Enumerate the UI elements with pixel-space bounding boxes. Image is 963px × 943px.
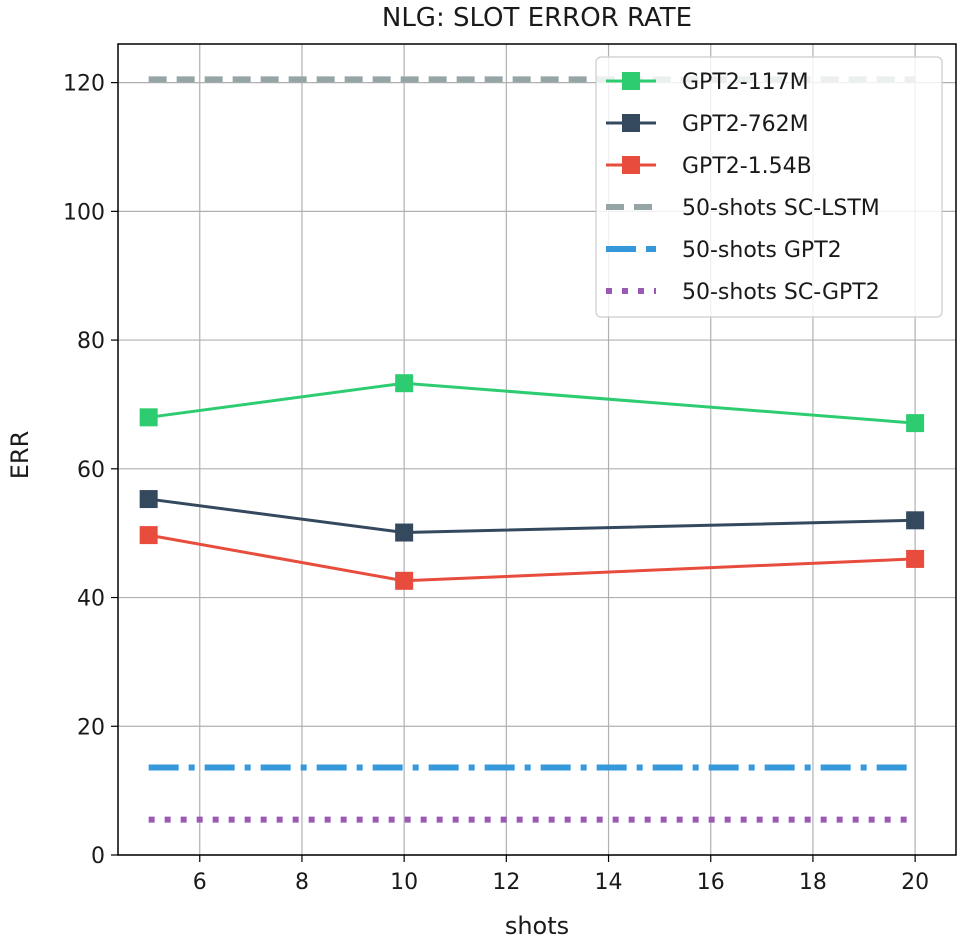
legend-item-gpt2-117m: GPT2-117M	[606, 70, 809, 95]
legend-item-gpt2-1-54b: GPT2-1.54B	[606, 154, 812, 179]
data-point-gpt2-1-54b	[139, 526, 158, 545]
legend-item-gpt2-762m: GPT2-762M	[606, 112, 809, 137]
data-point-gpt2-117m	[906, 414, 925, 433]
y-tick-label: 80	[77, 329, 105, 354]
y-tick-label: 120	[63, 72, 105, 97]
y-tick-label: 0	[91, 844, 105, 869]
legend-label: 50-shots SC-LSTM	[682, 196, 880, 221]
chart-title: NLG: SLOT ERROR RATE	[382, 3, 692, 33]
legend-label: 50-shots SC-GPT2	[682, 280, 880, 305]
x-tick-label: 18	[799, 870, 827, 895]
series-line-gpt2-1-54b	[148, 533, 916, 583]
series-gpt2-762m	[139, 490, 925, 542]
y-tick-label: 40	[77, 587, 105, 612]
x-tick-label: 12	[492, 870, 520, 895]
data-point-gpt2-1-54b	[395, 571, 414, 590]
legend-label: 50-shots GPT2	[682, 238, 842, 263]
y-axis-label: ERR	[6, 431, 34, 480]
series-line-gpt2-762m	[148, 497, 916, 535]
axis-ticks: 6 8 10 12 14 16 18 20 0 20 40 60 80 100 120	[63, 72, 929, 895]
y-tick-label: 20	[77, 715, 105, 740]
legend-marker	[622, 156, 640, 174]
x-tick-label: 10	[390, 870, 418, 895]
x-axis-label: shots	[505, 912, 569, 940]
y-tick-label: 100	[63, 200, 105, 225]
x-tick-label: 16	[697, 870, 725, 895]
legend-box	[595, 56, 943, 318]
legend-item-50-shots-sc-lstm: 50-shots SC-LSTM	[606, 196, 880, 221]
legend-label: GPT2-1.54B	[682, 154, 812, 179]
legend-marker	[622, 72, 640, 90]
data-point-gpt2-1-54b	[906, 549, 925, 568]
x-tick-label: 6	[193, 870, 207, 895]
legend: GPT2-117M GPT2-762M GPT2-1.54B 50-shots SC-…	[595, 56, 943, 318]
series-gpt2-1-54b	[139, 526, 925, 590]
legend-marker	[622, 114, 640, 132]
x-tick-label: 20	[901, 870, 929, 895]
plot-frame	[117, 43, 957, 856]
series-gpt2-117m	[139, 374, 925, 433]
legend-item-50-shots-sc-gpt2: 50-shots SC-GPT2	[606, 280, 880, 305]
data-point-gpt2-762m	[906, 511, 925, 530]
x-tick-label: 14	[595, 870, 623, 895]
data-point-gpt2-117m	[395, 374, 414, 393]
data-point-gpt2-762m	[139, 490, 158, 509]
data-point-gpt2-117m	[139, 408, 158, 427]
x-tick-label: 8	[295, 870, 309, 895]
y-tick-label: 60	[77, 458, 105, 483]
series-layer	[139, 76, 925, 823]
legend-label: GPT2-117M	[682, 70, 809, 95]
series-line-gpt2-117m	[148, 381, 916, 425]
data-point-gpt2-762m	[395, 523, 414, 542]
legend-label: GPT2-762M	[682, 112, 809, 137]
legend-item-50-shots-gpt2: 50-shots GPT2	[606, 238, 842, 263]
